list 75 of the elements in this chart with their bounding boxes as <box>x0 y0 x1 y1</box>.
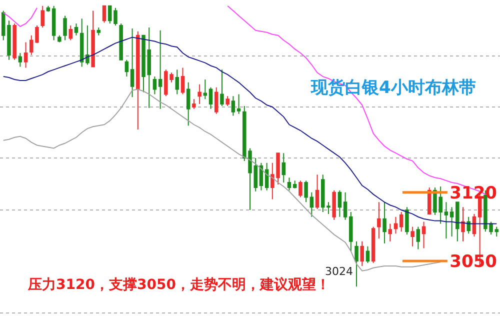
candlestick <box>175 69 179 95</box>
candlestick <box>410 226 414 247</box>
candlestick <box>382 202 386 244</box>
candlestick <box>158 30 162 110</box>
candlestick <box>259 162 264 191</box>
candlestick <box>422 221 426 249</box>
candlestick <box>394 216 398 234</box>
candlestick <box>388 223 392 242</box>
candlestick <box>377 202 381 239</box>
candlestick <box>130 28 134 98</box>
candlestick <box>315 174 320 210</box>
candlestick <box>203 78 208 100</box>
candlestick <box>180 67 185 95</box>
candlestick <box>12 23 16 60</box>
candlestick <box>192 98 196 110</box>
candlestick <box>46 5 50 12</box>
candlestick <box>287 177 292 191</box>
candlestick <box>456 202 460 242</box>
candlestick <box>124 59 129 78</box>
candlestick <box>298 180 302 198</box>
candlestick <box>214 86 218 114</box>
candlestick <box>354 240 358 288</box>
line-series <box>2 36 498 224</box>
candlestick <box>136 30 140 130</box>
candlestick <box>186 82 190 126</box>
candlestick <box>52 5 56 41</box>
candlestick <box>58 34 62 43</box>
candlestick <box>450 206 454 238</box>
candlestick <box>1 10 6 41</box>
candlestick <box>220 69 224 106</box>
candlestick <box>366 246 370 264</box>
candlestick <box>86 25 90 66</box>
candlestick <box>68 25 72 41</box>
candlestick <box>119 23 123 60</box>
candlestick <box>208 86 213 110</box>
candlestick <box>338 190 342 218</box>
candlestick <box>360 240 364 266</box>
candlestick <box>264 162 269 191</box>
annotation: 3024 <box>325 265 353 278</box>
candlestick <box>63 15 67 41</box>
candlestick <box>371 226 376 264</box>
candlestick <box>444 202 448 239</box>
candlestick <box>24 42 28 68</box>
candlestick <box>326 202 330 214</box>
candlestick <box>472 213 476 238</box>
candlestick <box>292 180 297 189</box>
candlestick <box>332 190 336 220</box>
candlestick <box>310 192 314 218</box>
candlestick <box>7 20 11 60</box>
candlestick <box>321 174 325 212</box>
candlestick <box>231 96 236 116</box>
candlestick <box>74 23 78 36</box>
candlestick <box>416 226 420 250</box>
candlestick <box>282 152 286 184</box>
candlestick <box>114 7 118 26</box>
candlestick <box>102 5 106 24</box>
candlestick <box>226 96 230 106</box>
candlestick <box>91 10 95 68</box>
candlestick <box>428 186 432 214</box>
candlestick <box>40 5 44 28</box>
candlestick <box>349 211 353 252</box>
candlestick <box>236 94 241 114</box>
candlestick <box>494 226 499 238</box>
candlestick <box>343 192 348 220</box>
candlestick <box>18 52 22 68</box>
candlestick <box>152 76 157 95</box>
candlestick <box>198 84 202 105</box>
candlestick <box>80 18 84 68</box>
candlestick <box>405 206 409 236</box>
candlestick <box>304 180 308 203</box>
candlestick <box>461 206 465 242</box>
annotation: 压力3120，支撑3050，走势不明，建议观望！ <box>27 276 330 293</box>
candlestick <box>96 26 101 36</box>
candlestick <box>399 211 404 232</box>
candlestick <box>108 5 112 24</box>
